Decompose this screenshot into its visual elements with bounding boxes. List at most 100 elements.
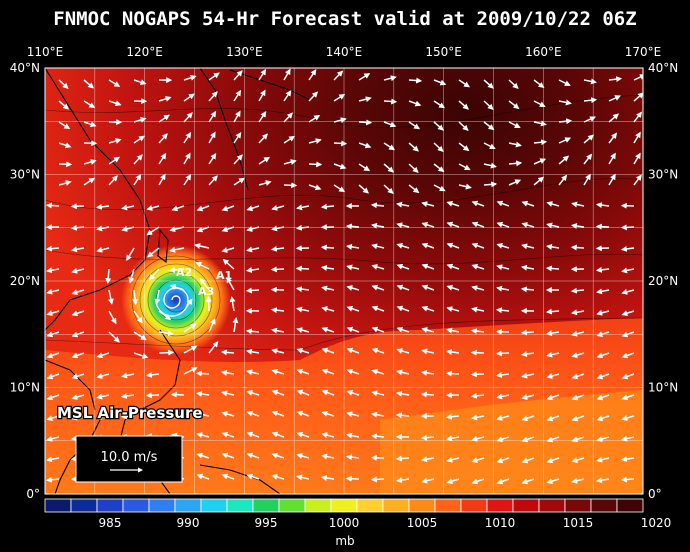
wind-vector-arrow <box>133 79 147 86</box>
wind-vector-arrow <box>583 134 595 144</box>
wind-vector-arrow <box>183 74 197 81</box>
wind-vector-arrow <box>308 91 319 102</box>
wind-vector-arrow <box>596 373 610 380</box>
wind-vector-arrow <box>633 92 643 102</box>
wind-vector-arrow <box>446 221 460 228</box>
wind-vector-arrow <box>195 390 210 397</box>
wind-vector-arrow <box>558 174 568 186</box>
wind-vector-arrow <box>346 432 360 439</box>
colorbar-swatch <box>486 498 514 513</box>
colorbar-tick-label: 1000 <box>329 516 360 530</box>
colorbar-swatch <box>408 498 436 513</box>
wind-vector-arrow <box>233 110 241 123</box>
wind-vector-arrow <box>46 435 60 442</box>
wind-vector-arrow <box>296 389 310 396</box>
wind-vector-arrow <box>245 348 260 355</box>
wind-vector-arrow <box>358 163 371 172</box>
wind-vector-arrow <box>508 160 523 167</box>
colorbar-swatch <box>96 498 124 513</box>
wind-vector-arrow <box>246 410 260 417</box>
wind-vector-arrow <box>108 138 122 144</box>
wind-vector-arrow <box>371 369 385 375</box>
wind-vector-arrow <box>546 436 560 443</box>
wind-vector-arrow <box>596 288 610 295</box>
wind-vector-arrow <box>46 456 60 463</box>
wind-vector-arrow <box>126 247 135 262</box>
wind-vector-arrow <box>358 142 372 149</box>
wind-vector-arrow <box>233 70 243 81</box>
wind-vector-arrow <box>521 457 535 464</box>
wind-vector-arrow <box>120 393 135 399</box>
wind-vector-arrow <box>346 264 360 271</box>
wind-vector-arrow <box>71 246 85 253</box>
wind-vector-arrow <box>433 142 444 152</box>
wind-vector-arrow <box>95 414 110 421</box>
wind-vector-arrow <box>45 245 60 252</box>
wind-vector-arrow <box>383 163 394 173</box>
wind-vector-arrow <box>558 79 571 87</box>
latitude-label-left: 20°N <box>10 274 40 288</box>
wind-vector-arrow <box>46 352 60 359</box>
wind-vector-arrow <box>471 435 485 442</box>
wind-vector-arrow <box>633 111 643 123</box>
wind-vector-arrow <box>596 331 610 337</box>
wind-vector-arrow <box>232 316 239 333</box>
wind-vector-arrow <box>458 100 469 110</box>
wind-vector-arrow <box>346 326 360 333</box>
wind-vector-arrow <box>108 175 118 186</box>
wind-vector-arrow <box>321 410 335 417</box>
wind-vector-arrow <box>296 410 310 417</box>
wind-vector-arrow <box>71 394 85 400</box>
wind-vector-arrow <box>221 473 235 480</box>
wind-vector-arrow <box>433 100 445 109</box>
wind-vector-arrow <box>158 173 166 186</box>
wind-vector-arrow <box>333 163 347 170</box>
wind-vector-arrow <box>108 310 117 325</box>
wind-vector-arrow <box>396 201 410 208</box>
wind-vector-arrow <box>146 205 160 211</box>
wind-vector-arrow <box>295 286 310 293</box>
wind-vector-arrow <box>383 184 394 194</box>
wind-vector-arrow <box>221 452 235 459</box>
wind-vector-arrow <box>620 456 635 463</box>
wind-vector-arrow <box>471 263 485 270</box>
wind-vector-arrow <box>296 347 310 354</box>
wind-vector-arrow <box>147 247 160 258</box>
wind-vector-arrow <box>133 310 143 324</box>
wind-vector-arrow <box>296 474 310 481</box>
wind-vector-arrow <box>71 289 85 295</box>
wind-vector-arrow <box>46 288 60 295</box>
wind-vector-arrow <box>169 246 185 253</box>
wind-vector-arrow <box>445 370 460 377</box>
wind-vector-arrow <box>483 79 494 89</box>
wind-vector-arrow <box>458 121 469 131</box>
wind-vector-arrow <box>321 389 335 396</box>
latitude-label-left: 40°N <box>10 61 40 75</box>
wind-vector-arrow <box>271 452 285 459</box>
wind-vector-arrow <box>345 223 360 230</box>
longitude-label: 150°E <box>425 45 462 59</box>
wind-vector-arrow <box>520 286 535 293</box>
wind-vector-arrow <box>345 454 360 461</box>
figure-title: FNMOC NOGAPS 54-Hr Forecast valid at 200… <box>53 8 636 30</box>
wind-vector-arrow <box>296 204 310 211</box>
wind-vector-arrow <box>108 100 122 107</box>
wind-vector-arrow <box>333 94 346 102</box>
wind-vector-arrow <box>621 267 635 274</box>
longitude-labels: 110°E 120°E 130°E 140°E 150°E 160°E 170°E <box>27 45 662 59</box>
wind-vector-arrow <box>108 156 120 165</box>
wind-vector-arrow <box>83 79 95 89</box>
wind-vector-arrow <box>421 221 435 228</box>
wind-vector-arrow <box>246 226 260 232</box>
wind-vector-arrow <box>483 162 497 169</box>
wind-vector-arrow <box>233 154 243 165</box>
wind-vector-arrow <box>483 181 498 188</box>
wind-vector-arrow <box>271 225 285 232</box>
wind-vector-arrow <box>545 265 560 272</box>
wind-vector-arrow <box>458 163 471 171</box>
longitude-label: 170°E <box>625 45 662 59</box>
wind-vector-arrow <box>158 330 175 337</box>
wind-vector-arrow <box>395 390 410 397</box>
wind-vector-arrow <box>633 131 641 144</box>
wind-vector-arrow <box>421 263 435 270</box>
